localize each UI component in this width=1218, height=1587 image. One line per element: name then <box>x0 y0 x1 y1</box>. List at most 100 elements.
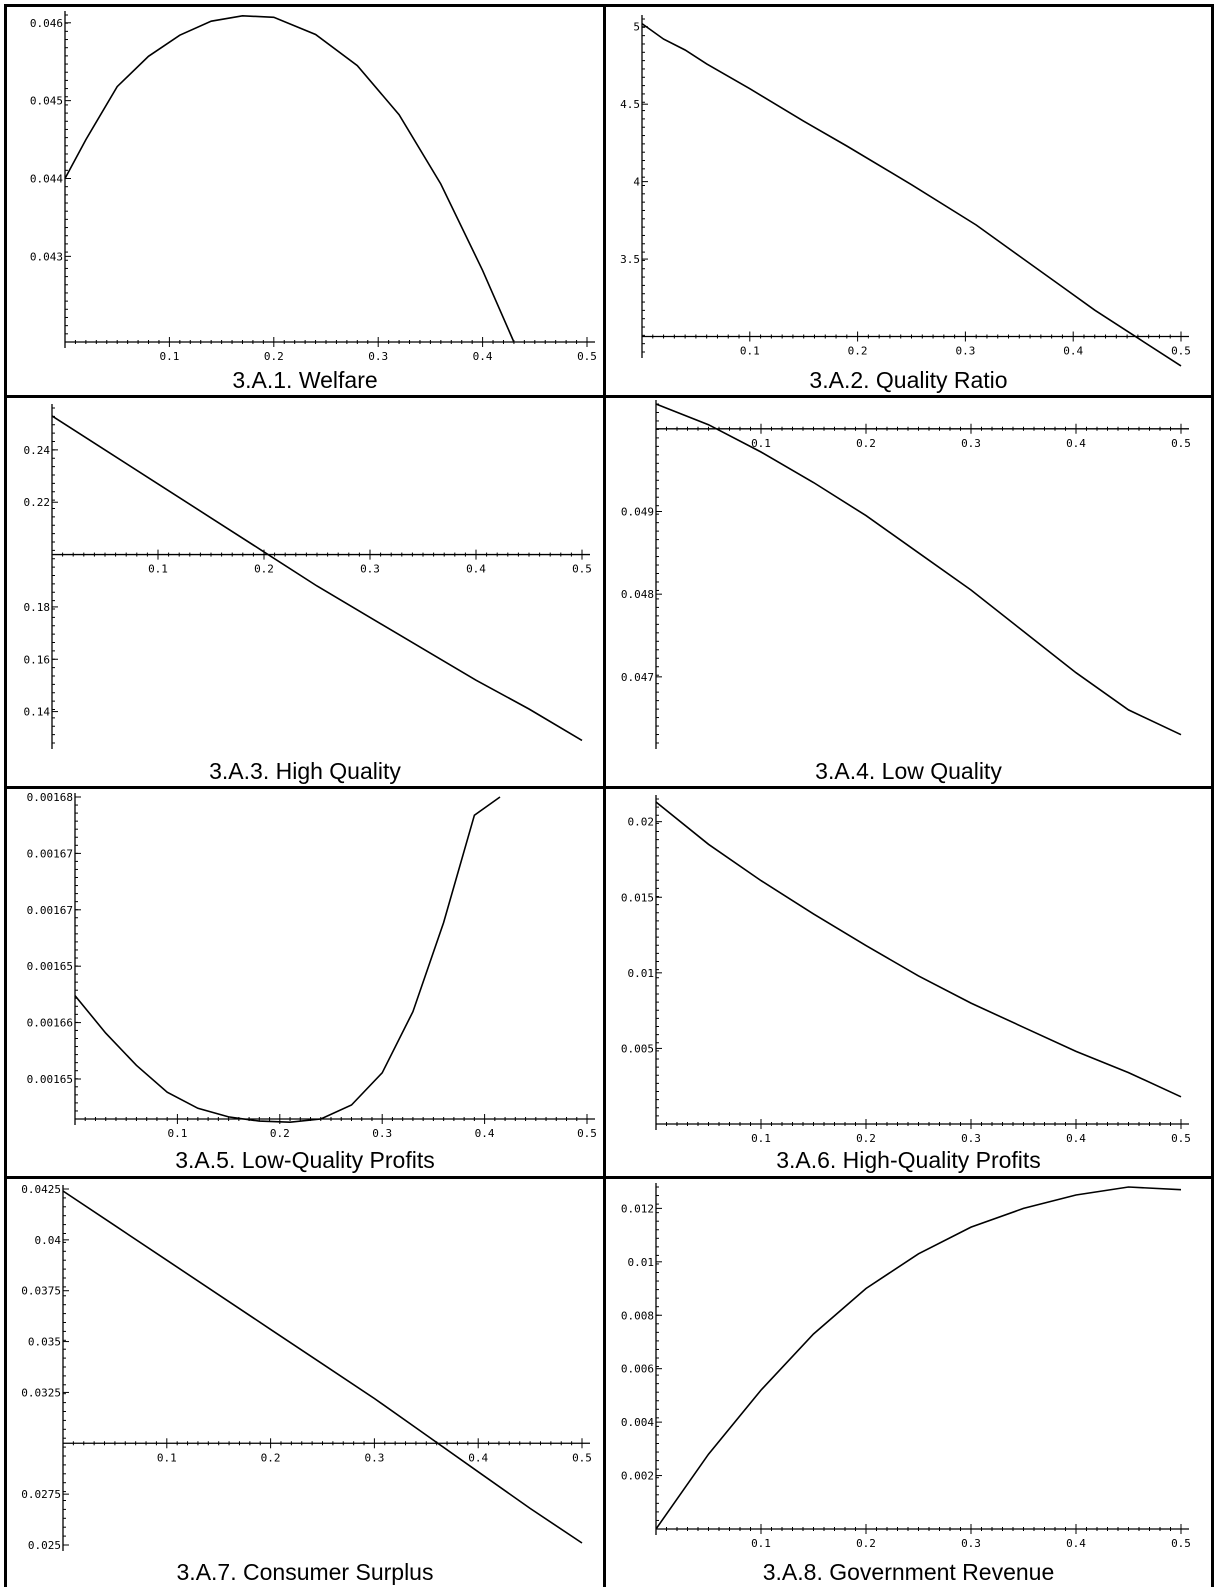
series-line <box>51 415 583 742</box>
y-tick-label: 3.5 <box>620 253 640 266</box>
x-tick-label: 0.1 <box>148 563 168 576</box>
y-tick-label: 0.006 <box>621 1363 654 1376</box>
y-tick-label: 4 <box>633 176 640 189</box>
y-tick-label: 0.043 <box>30 250 63 263</box>
panel-government-revenue: 0.1 0.2 0.3 0.4 0.5 0.002 0.004 0.006 0.008 0.01 0… <box>606 1179 1211 1587</box>
y-tick-label: 0.048 <box>621 588 654 601</box>
y-tick-label: 0.00167 <box>27 904 73 917</box>
x-tick-label: 0.2 <box>856 437 876 450</box>
x-tick-label: 0.1 <box>751 1537 771 1550</box>
x-tick-label: 0.3 <box>955 345 975 358</box>
x-tick-label: 0.4 <box>466 563 486 576</box>
x-tick-label: 0.2 <box>254 563 274 576</box>
panel-quality-ratio: 0.1 0.2 0.3 0.4 0.5 3.5 4 4.5 5 3.A.2. Quality R… <box>606 7 1211 395</box>
panel-caption: 3.A.7. Consumer Surplus <box>176 1559 434 1585</box>
series-line <box>74 796 501 1124</box>
y-tick-label: 0.025 <box>28 1539 61 1552</box>
panel-caption: 3.A.1. Welfare <box>232 367 378 393</box>
series-line <box>641 22 1182 367</box>
y-tick-label: 0.02 <box>628 816 655 829</box>
x-tick-label: 0.1 <box>157 1451 177 1464</box>
x-tick-label: 0.3 <box>364 1451 384 1464</box>
x-tick-label: 0.5 <box>572 563 592 576</box>
y-tick-label: 0.044 <box>30 173 63 186</box>
y-tick-label: 0.22 <box>24 496 51 509</box>
x-tick-label: 0.4 <box>1066 1132 1086 1145</box>
grid-line-row3 <box>4 1176 1214 1179</box>
x-tick-label: 0.3 <box>961 437 981 450</box>
x-tick-label: 0.3 <box>961 1537 981 1550</box>
x-tick-label: 0.1 <box>751 437 771 450</box>
x-tick-label: 0.2 <box>264 350 284 363</box>
series-line <box>64 14 515 343</box>
x-tick-label: 0.4 <box>1066 1537 1086 1550</box>
x-tick-label: 0.5 <box>577 350 597 363</box>
y-tick-label: 0.00165 <box>27 960 73 973</box>
grid-line-left <box>4 4 7 1587</box>
y-tick-label: 0.012 <box>621 1202 654 1215</box>
y-tick-label: 0.18 <box>24 601 51 614</box>
panel-caption: 3.A.4. Low Quality <box>815 758 1002 784</box>
panel-caption: 3.A.5. Low-Quality Profits <box>175 1147 435 1173</box>
y-tick-label: 0.047 <box>621 671 654 684</box>
y-tick-label: 0.00166 <box>27 1017 73 1030</box>
panel-high-quality: 0.1 0.2 0.3 0.4 0.5 0.14 0.16 0.18 0.22 0.24 3.A.… <box>7 398 603 786</box>
series-line <box>655 403 1182 736</box>
y-tick-label: 0.002 <box>621 1470 654 1483</box>
y-tick-label: 0.035 <box>28 1336 61 1349</box>
x-tick-label: 0.2 <box>856 1537 876 1550</box>
x-tick-label: 0.1 <box>740 345 760 358</box>
x-tick-label: 0.1 <box>167 1127 187 1140</box>
x-tick-label: 0.1 <box>159 350 179 363</box>
chart-consumer-surplus: 0.1 0.2 0.3 0.4 0.5 0.025 0.0275 0.0325 0.035 0.0… <box>21 1183 592 1552</box>
x-tick-label: 0.3 <box>360 563 380 576</box>
panel-caption: 3.A.6. High-Quality Profits <box>776 1147 1041 1173</box>
x-tick-label: 0.5 <box>1171 345 1191 358</box>
x-tick-label: 0.5 <box>1171 1132 1191 1145</box>
x-tick-label: 0.4 <box>473 350 493 363</box>
x-tick-label: 0.5 <box>572 1451 592 1464</box>
x-tick-label: 0.4 <box>1063 345 1083 358</box>
y-tick-label: 0.004 <box>621 1416 654 1429</box>
panel-low-quality: 0.1 0.2 0.3 0.4 0.5 0.047 0.048 0.049 3.A.4. Lo… <box>606 398 1211 786</box>
y-tick-label: 0.046 <box>30 17 63 30</box>
y-tick-label: 0.0425 <box>21 1183 61 1196</box>
y-tick-label: 0.00167 <box>27 847 73 860</box>
grid-line-middle <box>603 4 606 1587</box>
chart-welfare: 0.1 0.2 0.3 0.4 0.5 0.043 0.044 0.045 0.046 <box>30 11 597 363</box>
y-tick-label: 0.00165 <box>27 1073 73 1086</box>
panel-caption: 3.A.3. High Quality <box>209 758 401 784</box>
grid-line-row1 <box>4 395 1214 398</box>
x-tick-label: 0.2 <box>856 1132 876 1145</box>
y-tick-label: 0.0325 <box>21 1386 61 1399</box>
chart-low-quality-profits: 0.1 0.2 0.3 0.4 0.5 0.00165 0.00166 0.00165 0.00… <box>27 791 597 1140</box>
y-tick-label: 4.5 <box>620 98 640 111</box>
x-tick-label: 0.3 <box>961 1132 981 1145</box>
panel-caption: 3.A.2. Quality Ratio <box>809 367 1008 393</box>
panel-caption: 3.A.8. Government Revenue <box>762 1559 1055 1585</box>
panel-high-quality-profits: 0.1 0.2 0.3 0.4 0.5 0.005 0.01 0.015 0.02 3.A.6.… <box>606 789 1211 1176</box>
x-tick-label: 0.3 <box>368 350 388 363</box>
y-tick-label: 5 <box>633 21 640 34</box>
chart-quality-ratio: 0.1 0.2 0.3 0.4 0.5 3.5 4 4.5 5 <box>620 15 1191 367</box>
x-tick-label: 0.5 <box>1171 437 1191 450</box>
panel-low-quality-profits: 0.1 0.2 0.3 0.4 0.5 0.00165 0.00166 0.00165 0.00… <box>7 789 603 1176</box>
x-tick-label: 0.5 <box>1171 1537 1191 1550</box>
x-tick-label: 0.2 <box>848 345 868 358</box>
x-tick-label: 0.3 <box>372 1127 392 1140</box>
y-tick-label: 0.015 <box>621 891 654 904</box>
y-tick-label: 0.0375 <box>21 1285 61 1298</box>
x-tick-label: 0.2 <box>261 1451 281 1464</box>
series-line <box>655 1186 1182 1530</box>
x-tick-label: 0.4 <box>475 1127 495 1140</box>
x-tick-label: 0.4 <box>1066 437 1086 450</box>
y-tick-label: 0.049 <box>621 505 654 518</box>
chart-high-quality: 0.1 0.2 0.3 0.4 0.5 0.14 0.16 0.18 0.22 0.24 <box>24 404 592 749</box>
grid-line-top <box>4 4 1214 7</box>
y-tick-label: 0.01 <box>628 967 655 980</box>
x-tick-label: 0.4 <box>468 1451 488 1464</box>
y-tick-label: 0.24 <box>24 444 51 457</box>
chart-low-quality: 0.1 0.2 0.3 0.4 0.5 0.047 0.048 0.049 <box>621 400 1191 749</box>
x-tick-label: 0.1 <box>751 1132 771 1145</box>
